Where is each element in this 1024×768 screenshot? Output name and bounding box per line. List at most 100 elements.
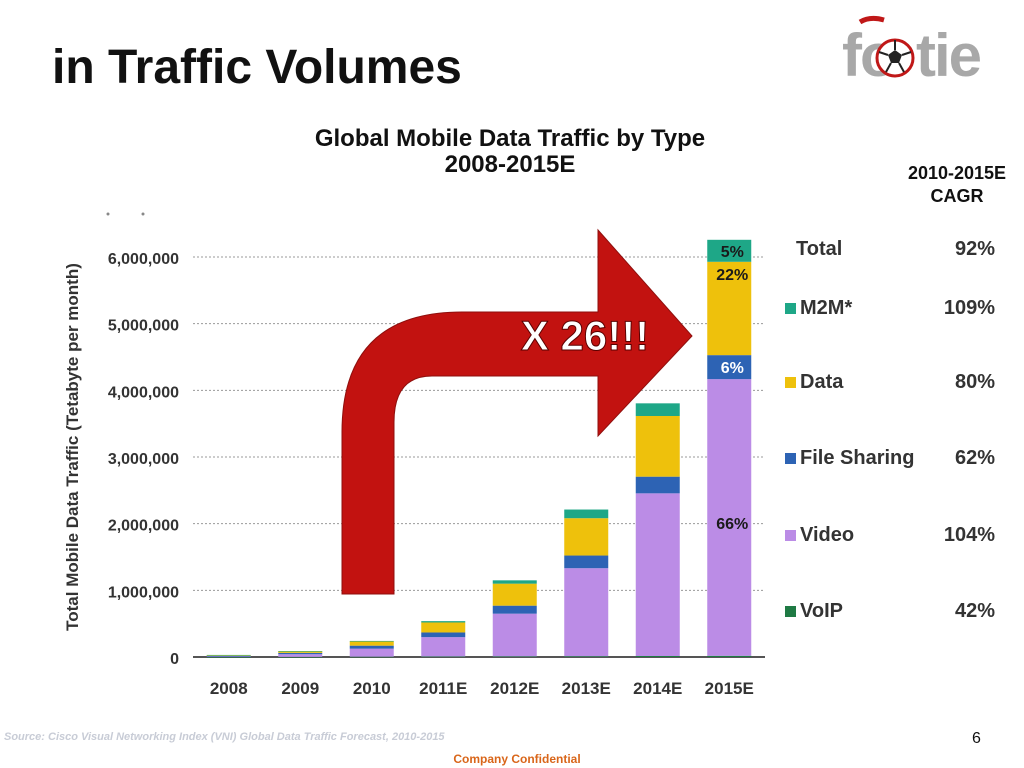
bar-segment-voip: [278, 656, 323, 658]
bar-segment-data: [707, 261, 752, 356]
slide-title: in Traffic Volumes: [52, 41, 462, 94]
data-swatch: [785, 377, 796, 388]
bar-segment-m-m: [206, 654, 251, 656]
bar-segment-file-sharing: [421, 632, 466, 638]
legend-cagr: 80%: [954, 371, 995, 393]
bar-segment-m-m: [564, 509, 609, 519]
cagr-header-label: CAGR: [930, 186, 984, 206]
bar-segment-data: [564, 518, 609, 556]
bar-segment-file-sharing: [349, 645, 394, 649]
legend-cagr: 109%: [943, 297, 995, 319]
y-tick-label: 5,000,000: [108, 318, 179, 335]
x-tick-label: 2008: [210, 679, 248, 698]
x-tick-label: 2009: [281, 679, 319, 698]
y-tick-label: 0: [170, 651, 179, 668]
legend-label: M2M*: [800, 297, 853, 319]
y-tick-label: 1,000,000: [108, 584, 179, 601]
bar-segment-voip: [492, 656, 537, 657]
bar-label-video-share: 66%: [716, 516, 748, 533]
bar-segment-m-m: [278, 651, 323, 652]
bar-segment-m-m: [707, 239, 752, 262]
bar-segment-m-m: [492, 580, 537, 584]
y-tick-label: 2,000,000: [108, 518, 179, 535]
bar-segment-file-sharing: [564, 555, 609, 569]
legend-row-total: Total 92%: [780, 238, 995, 262]
y-tick-label: 4,000,000: [108, 384, 179, 401]
legend-row-data: Data 80%: [780, 371, 995, 395]
bar-label-file-share: 6%: [721, 360, 744, 377]
chart-subtitle: 2008-2015E: [444, 151, 576, 178]
bar-segment-video: [707, 379, 752, 656]
bar-segment-video: [635, 493, 680, 656]
legend-row-video: Video 104%: [780, 524, 995, 548]
y-axis-label: Total Mobile Data Traffic (Tetabyte per …: [63, 263, 82, 631]
cagr-header-period: 2010-2015E: [907, 163, 1007, 183]
chart-panel: 0 1,000,000 2,000,000 3,000,000 4,000,000 5,0…: [0, 200, 1000, 720]
bar-segment-data: [492, 583, 537, 606]
legend: Total 92% M2M* 109% Data 80% File Sharin…: [780, 236, 1000, 656]
axis-dot: [106, 212, 110, 216]
logo-text-rest: tie: [916, 22, 981, 89]
footie-logo: fo tie: [840, 14, 1020, 94]
y-tick-label: 6,000,000: [108, 251, 179, 268]
bar-segment-video: [206, 656, 251, 657]
legend-cagr: 104%: [943, 524, 995, 546]
x-tick-label: 2010: [353, 679, 391, 698]
bar-segment-data: [421, 622, 466, 633]
x-tick-label: 2011E: [419, 679, 467, 698]
y-tick-label: 3,000,000: [108, 451, 179, 468]
bar-segment-data: [635, 416, 680, 477]
bar-segment-voip: [707, 655, 752, 657]
bar-segment-video: [349, 648, 394, 657]
bar-segment-file-sharing: [278, 652, 323, 655]
legend-total-label: Total: [796, 238, 843, 260]
stacked-bar-chart: 0 1,000,000 2,000,000 3,000,000 4,000,000 5,0…: [63, 212, 765, 698]
bar-segment-voip: [564, 656, 609, 657]
legend-label: Video: [800, 524, 855, 546]
legend-row-file-sharing: File Sharing 62%: [780, 447, 995, 471]
bar-segment-voip: [635, 656, 680, 657]
bar-segment-data: [349, 641, 394, 646]
legend-label: VoIP: [800, 600, 843, 622]
bar-segment-video: [492, 613, 537, 657]
bar-segment-file-sharing: [492, 605, 537, 614]
legend-total-cagr: 92%: [954, 238, 995, 260]
x-tick-label: 2014E: [633, 679, 682, 698]
video-swatch: [785, 530, 796, 541]
chart-title: Global Mobile Data Traffic by Type: [314, 125, 706, 152]
bar-segment-m-m: [635, 403, 680, 416]
bar-label-data-share: 22%: [716, 267, 748, 284]
bar-segment-voip: [206, 656, 251, 658]
x-tick-label: 2012E: [490, 679, 539, 698]
bar-segment-voip: [421, 656, 466, 658]
bar-segment-m-m: [349, 640, 394, 642]
legend-label: Data: [800, 371, 844, 393]
bar-segment-video: [564, 568, 609, 657]
bar-segment-video: [421, 637, 466, 657]
source-footnote: Source: Cisco Visual Networking Index (V…: [4, 731, 445, 743]
m2m-swatch: [785, 303, 796, 314]
arrow-label: X 26!!!: [521, 312, 649, 359]
growth-arrow: [341, 228, 693, 595]
bar-segment-voip: [349, 656, 394, 658]
legend-cagr: 42%: [954, 600, 995, 622]
legend-cagr: 62%: [954, 447, 995, 469]
confidential-footer: Company Confidential: [453, 752, 581, 766]
legend-label: File Sharing: [800, 447, 915, 469]
soccer-ball-icon: [875, 38, 915, 78]
bar-segment-file-sharing: [707, 355, 752, 380]
x-tick-label: 2015E: [705, 679, 754, 698]
bar-segment-file-sharing: [206, 655, 251, 657]
file-sharing-swatch: [785, 453, 796, 464]
x-tick-label: 2013E: [562, 679, 611, 698]
bar-segment-video: [278, 654, 323, 657]
voip-swatch: [785, 606, 796, 617]
bar-segment-file-sharing: [635, 476, 680, 494]
legend-row-m2m: M2M* 109%: [780, 297, 995, 321]
bar-label-m2m-share: 5%: [721, 244, 744, 261]
bar-segment-m-m: [421, 621, 466, 623]
bar-segment-data: [278, 651, 323, 653]
axis-dot: [141, 212, 145, 216]
page-number: 6: [972, 730, 981, 747]
legend-row-voip: VoIP 42%: [780, 600, 995, 624]
